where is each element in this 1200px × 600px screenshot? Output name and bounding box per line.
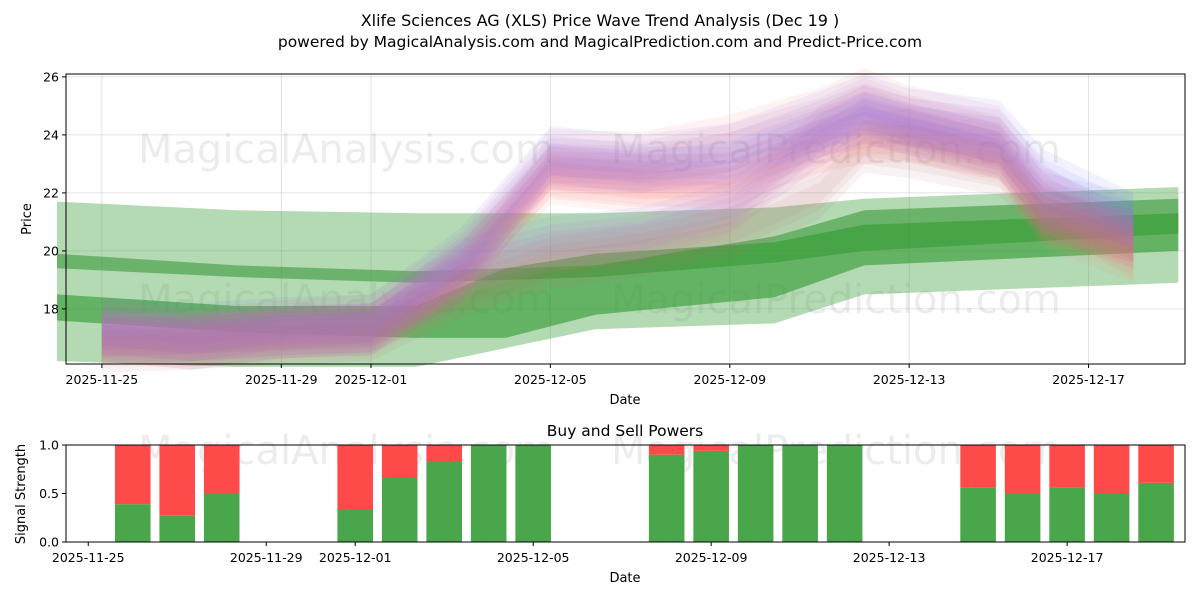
buy-bar (960, 487, 996, 542)
buy-bar (1004, 493, 1041, 542)
price-wave-band (101, 117, 1134, 362)
price-x-tick-label: 2025-11-25 (66, 372, 139, 387)
price-wave-band (101, 85, 1134, 362)
sell-bar (648, 445, 685, 455)
signal-bars (114, 445, 1174, 542)
sell-bar (337, 445, 374, 510)
signal-plot: Buy and Sell Powers MagicalAnalysis.com … (14, 422, 1186, 586)
price-x-tick-label: 2025-12-13 (873, 372, 946, 387)
price-wave-band (101, 93, 1134, 354)
price-wave-band (101, 104, 1134, 357)
buy-bar (826, 445, 863, 542)
buy-bar (337, 509, 374, 542)
price-wave-band (101, 124, 1134, 355)
price-wave-band (101, 77, 1134, 358)
buy-bar (648, 454, 685, 542)
price-wave-band (101, 74, 1134, 362)
price-y-tick-label: 20 (43, 243, 59, 258)
signal-y-tick-label: 1.0 (39, 438, 59, 453)
buy-bar (737, 445, 774, 542)
buy-bar (159, 515, 196, 542)
price-waves (101, 68, 1134, 373)
price-plot: MagicalAnalysis.com MagicalPrediction.co… (20, 68, 1186, 408)
price-y-tick-label: 26 (43, 69, 59, 84)
signal-x-tick-label: 2025-11-29 (230, 550, 303, 565)
price-x-tick-label: 2025-12-01 (335, 372, 408, 387)
buy-bar (426, 461, 462, 542)
price-wave-band (101, 107, 1134, 355)
trend-band (57, 213, 1179, 338)
sell-bar (1093, 445, 1130, 494)
trend-band (57, 198, 1179, 283)
signal-x-tick-label: 2025-12-01 (319, 550, 392, 565)
price-y-tick-label: 22 (43, 185, 59, 200)
signal-y-label: Signal Strength (14, 444, 29, 544)
price-y-tick-label: 24 (43, 127, 59, 142)
price-x-tick-label: 2025-12-17 (1052, 372, 1125, 387)
sell-bar (203, 445, 240, 494)
price-wave-band (101, 97, 1134, 367)
chart-title: Xlife Sciences AG (XLS) Price Wave Trend… (361, 11, 840, 30)
price-wave-band (101, 91, 1134, 370)
price-plot-frame (65, 73, 1186, 365)
signal-axes: 0.0 0.5 1.0 2025-11-25 2025-11-29 2025-12-01 2… (39, 438, 1103, 566)
sell-bar (1049, 445, 1085, 488)
price-wave-band (101, 108, 1134, 370)
price-x-label: Date (609, 393, 640, 408)
signal-y-tick-label: 0.5 (39, 486, 59, 501)
buy-bar (203, 493, 240, 542)
price-y-tick-label: 18 (43, 301, 59, 316)
buy-bar (114, 504, 151, 542)
chart-subtitle: powered by MagicalAnalysis.com and Magic… (278, 33, 922, 51)
price-x-tick-label: 2025-12-05 (514, 372, 587, 387)
buy-bar (1093, 493, 1130, 542)
watermark-prediction-top: MagicalPrediction.com (611, 127, 1061, 173)
buy-bar (693, 450, 729, 542)
sell-bar (693, 445, 729, 451)
buy-bar (782, 445, 818, 542)
price-x-tick-label: 2025-11-29 (245, 372, 318, 387)
signal-x-tick-label: 2025-12-05 (497, 550, 570, 565)
sell-bar (960, 445, 996, 488)
price-wave-band (101, 83, 1134, 352)
price-bands (57, 187, 1179, 367)
buy-bar (1049, 487, 1085, 542)
price-wave-band (101, 97, 1134, 364)
price-wave-band (101, 99, 1134, 362)
sell-bar (1138, 445, 1174, 483)
buy-bar (1138, 482, 1174, 542)
sell-bar (381, 445, 418, 478)
price-watermarks: MagicalAnalysis.com MagicalPrediction.co… (138, 127, 1061, 323)
price-wave-band (101, 68, 1134, 367)
signal-x-tick-label: 2025-11-25 (52, 550, 125, 565)
sell-bar (159, 445, 196, 516)
buy-bar (470, 445, 507, 542)
signal-title: Buy and Sell Powers (547, 422, 704, 440)
sell-bar (426, 445, 462, 462)
signal-x-tick-label: 2025-12-13 (853, 550, 926, 565)
signal-x-tick-label: 2025-12-17 (1031, 550, 1104, 565)
signal-x-tick-label: 2025-12-09 (675, 550, 748, 565)
price-wave-band (101, 120, 1134, 373)
price-grid (66, 74, 1185, 364)
price-wave-band (101, 128, 1134, 365)
signal-x-label: Date (609, 571, 640, 586)
price-wave-band (101, 105, 1134, 359)
price-x-tick-label: 2025-12-09 (693, 372, 766, 387)
watermark-analysis-top: MagicalAnalysis.com (138, 127, 554, 173)
buy-bar (381, 477, 418, 542)
price-axes: 18 20 22 24 26 2025-11-25 2025-11-29 2025-12-01… (43, 69, 1125, 387)
price-wave-band (101, 136, 1134, 357)
sell-bar (114, 445, 151, 505)
signal-y-tick-label: 0.0 (39, 535, 59, 550)
price-y-label: Price (20, 203, 35, 235)
buy-bar (515, 445, 551, 542)
sell-bar (1004, 445, 1041, 494)
